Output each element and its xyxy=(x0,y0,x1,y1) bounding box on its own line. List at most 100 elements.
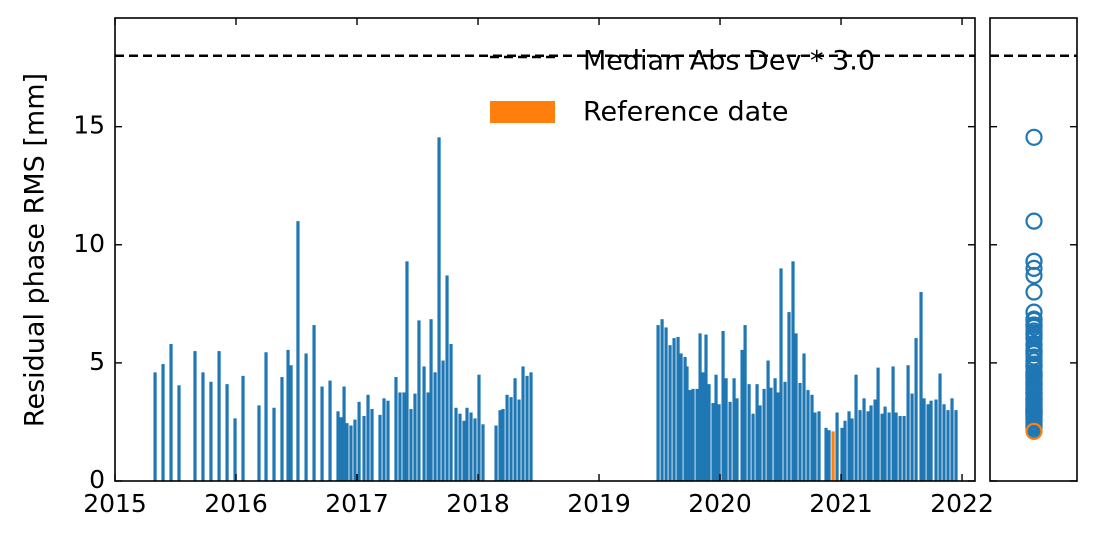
bar xyxy=(847,411,851,481)
bar xyxy=(481,424,485,481)
x-tick-label: 2021 xyxy=(809,489,873,518)
bar xyxy=(735,398,739,481)
bar xyxy=(685,366,689,481)
bar xyxy=(929,400,933,481)
bar xyxy=(766,360,770,481)
bar xyxy=(660,319,664,481)
bar xyxy=(656,325,660,481)
bar xyxy=(286,349,290,481)
bar xyxy=(342,386,346,481)
bar xyxy=(378,414,382,481)
bar xyxy=(217,351,221,481)
bar xyxy=(257,405,261,481)
bar xyxy=(919,292,923,481)
bar xyxy=(831,431,835,481)
bar xyxy=(241,375,245,481)
bar xyxy=(914,338,918,481)
bar xyxy=(747,384,751,481)
bar xyxy=(880,413,884,481)
scatter-point xyxy=(1025,384,1043,403)
bar xyxy=(517,399,521,481)
bar xyxy=(869,405,873,481)
bar xyxy=(454,407,458,481)
bar xyxy=(509,397,513,481)
bar xyxy=(458,413,462,481)
x-tick-label: 2019 xyxy=(567,489,631,518)
bar xyxy=(169,343,173,481)
bar xyxy=(787,312,791,481)
bar xyxy=(366,394,370,481)
bar xyxy=(894,412,898,481)
bar xyxy=(776,392,780,481)
scatter-point xyxy=(1025,329,1043,347)
legend-label: Reference date xyxy=(583,97,788,128)
bar xyxy=(462,420,466,481)
bar xyxy=(417,320,421,481)
bar xyxy=(934,399,938,481)
scatter-point xyxy=(1025,422,1043,440)
bar xyxy=(827,430,831,481)
bar xyxy=(779,268,783,481)
bar xyxy=(906,365,910,481)
bar xyxy=(817,411,821,481)
y-axis-label: Residual phase RMS [mm] xyxy=(20,73,51,427)
bar xyxy=(429,319,433,481)
scatter-point xyxy=(1025,212,1043,230)
legend-swatch xyxy=(490,101,555,123)
bar xyxy=(691,388,695,481)
bar xyxy=(876,367,880,481)
bar xyxy=(304,353,308,481)
bar xyxy=(717,404,721,481)
scatter-point xyxy=(1025,324,1043,342)
x-tick-label: 2016 xyxy=(204,489,268,518)
scatter-point xyxy=(1025,283,1043,301)
bar xyxy=(683,356,687,481)
bar xyxy=(394,377,398,481)
bar xyxy=(405,261,409,481)
bar xyxy=(840,427,844,481)
bar xyxy=(711,403,715,481)
bar xyxy=(280,377,284,481)
bar xyxy=(336,411,340,481)
x-tick-label: 2020 xyxy=(688,489,752,518)
y-tick-label: 5 xyxy=(89,347,105,376)
bar xyxy=(813,412,817,481)
bar xyxy=(743,325,747,481)
bar xyxy=(688,390,692,481)
bar xyxy=(843,420,847,481)
bar xyxy=(449,343,453,481)
bar xyxy=(370,408,374,481)
x-tick-label: 2018 xyxy=(446,489,510,518)
bar xyxy=(887,412,891,481)
bar xyxy=(513,378,517,481)
bar xyxy=(922,398,926,481)
bar xyxy=(473,418,477,481)
bar xyxy=(498,410,502,481)
bar xyxy=(701,372,705,481)
bar xyxy=(824,427,828,481)
scatter-point xyxy=(1025,356,1043,374)
bar xyxy=(714,374,718,481)
bar xyxy=(721,330,725,481)
scatter-point xyxy=(1025,389,1043,407)
bar xyxy=(783,381,787,481)
bar xyxy=(695,388,699,481)
bar xyxy=(469,412,473,481)
bar xyxy=(312,325,316,481)
bar xyxy=(161,364,165,481)
bar xyxy=(942,404,946,481)
bar xyxy=(810,394,814,481)
bar xyxy=(409,408,413,481)
bar xyxy=(676,336,680,481)
scatter-point xyxy=(1025,395,1043,413)
y-tick-label: 10 xyxy=(73,229,105,258)
bar xyxy=(525,375,529,481)
x-tick-label: 2017 xyxy=(325,489,389,518)
bar xyxy=(926,404,930,481)
bar xyxy=(426,392,430,481)
bar xyxy=(707,384,711,481)
bar xyxy=(762,388,766,481)
bar xyxy=(668,345,672,481)
bar xyxy=(740,349,744,481)
x-tick-label: 2022 xyxy=(930,489,994,518)
